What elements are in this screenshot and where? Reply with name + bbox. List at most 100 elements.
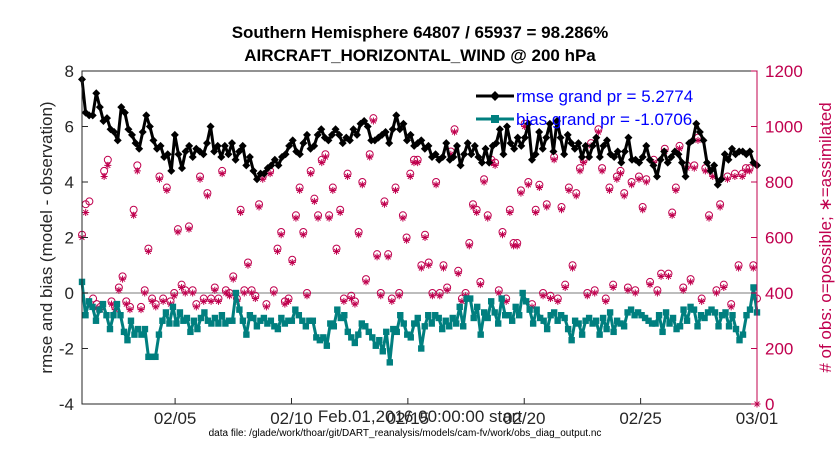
rmse-point	[617, 158, 626, 167]
rmse-point	[545, 119, 554, 128]
rmse-point	[710, 161, 719, 170]
rmse-point	[260, 169, 269, 178]
bias-point	[463, 295, 470, 302]
bias-point	[578, 331, 586, 338]
bias-point	[543, 325, 551, 333]
rmse-point	[324, 136, 333, 145]
bias-point	[295, 312, 303, 319]
bias-point	[243, 331, 250, 338]
obs-assimilated-point	[709, 172, 717, 180]
bias-point	[99, 300, 107, 308]
obs-assimilated-point	[716, 203, 724, 211]
obs-assimilated-point	[344, 172, 352, 180]
bias-point	[169, 303, 177, 311]
rmse-point	[492, 139, 501, 148]
bias-point	[718, 312, 726, 319]
bias-point	[491, 309, 498, 316]
bias-point	[739, 331, 747, 338]
obs-assimilated-point	[296, 186, 304, 194]
obs-assimilated-point	[451, 128, 459, 136]
rmse-point	[245, 153, 254, 162]
bias-point	[110, 312, 117, 319]
bias-point	[85, 298, 93, 305]
obs-assimilated-point	[723, 175, 731, 183]
bias-point	[606, 309, 614, 316]
bias-point	[694, 323, 701, 330]
obs-assimilated-point	[170, 292, 178, 300]
rmse-point	[728, 144, 736, 153]
bias-point	[222, 320, 229, 327]
obs-assimilated-point	[421, 234, 429, 241]
obs-assimilated-point	[189, 289, 197, 297]
rmse-point	[481, 144, 490, 153]
rmse-point	[613, 147, 622, 156]
bias-point	[467, 295, 474, 302]
bias-point	[180, 317, 187, 324]
obs-assimilated-point	[510, 242, 518, 250]
obs-assimilated-point	[307, 170, 315, 178]
y-right-tick-label: 1000	[765, 118, 803, 137]
rmse-point	[131, 139, 140, 148]
bias-point	[585, 314, 593, 322]
obs-assimilated-point	[355, 231, 363, 239]
obs-assimilated-point	[218, 170, 226, 178]
bias-point	[414, 314, 421, 322]
y-axis-left: -4 -2 0 2 4 6 8	[59, 62, 88, 414]
bias-point	[176, 309, 184, 316]
bias-point	[432, 312, 439, 319]
obs-assimilated-point	[347, 295, 355, 303]
y-right-tick-label: 200	[765, 340, 793, 359]
obs-assimilated-point	[583, 292, 591, 300]
rmse-point	[317, 125, 326, 134]
obs-assimilated-point	[701, 167, 709, 175]
bias-point	[442, 317, 449, 324]
bias-point	[655, 312, 663, 319]
obs-assimilated-point	[148, 297, 156, 305]
obs-assimilated-point	[144, 247, 152, 255]
rmse-point	[128, 130, 136, 139]
bias-point	[369, 334, 376, 341]
bias-point	[494, 320, 502, 327]
x-axis-label: Feb.01,2016 00:00:00 start	[318, 407, 522, 426]
bias-point	[400, 320, 407, 327]
rmse-point	[328, 130, 336, 139]
bias-point	[474, 303, 481, 311]
rmse-point	[549, 147, 558, 156]
obs-assimilated-point	[115, 286, 123, 294]
bias-point	[743, 312, 750, 319]
obs-assimilated-point	[395, 292, 403, 300]
bias-point	[120, 328, 128, 336]
bias-point	[568, 336, 575, 344]
obs-assimilated-point	[746, 167, 754, 175]
rmse-point	[206, 122, 215, 131]
rmse-point	[745, 147, 754, 156]
obs-assimilated-point	[436, 292, 444, 300]
rmse-point	[581, 141, 590, 150]
obs-assimilated-point	[609, 283, 617, 291]
rmse-point	[185, 141, 194, 150]
bias-point	[501, 312, 509, 319]
rmse-point	[656, 155, 665, 164]
obs-assimilated-point	[351, 300, 359, 308]
obs-possible-point	[85, 197, 94, 206]
rmse-point	[178, 164, 186, 173]
rmse-point	[478, 158, 486, 167]
obs-assimilated-point	[594, 128, 602, 136]
rmse-point	[588, 141, 597, 150]
y-axis-label: rmse and bias (model - observation)	[37, 101, 56, 373]
bias-point	[550, 309, 558, 316]
obs-assimilated-point	[480, 178, 488, 186]
obs-assimilated-point	[513, 242, 521, 250]
obs-assimilated-point	[270, 289, 278, 297]
bias-point	[648, 320, 656, 327]
rmse-point	[174, 150, 183, 159]
legend-bias-marker	[491, 115, 499, 123]
bias-point	[397, 312, 404, 319]
bias-point	[536, 314, 544, 322]
bias-point	[159, 317, 166, 324]
rmse-point	[110, 128, 119, 137]
bias-point	[92, 317, 100, 324]
obs-assimilated-point	[506, 209, 514, 217]
bias-point	[547, 312, 554, 319]
rmse-point	[224, 150, 233, 159]
